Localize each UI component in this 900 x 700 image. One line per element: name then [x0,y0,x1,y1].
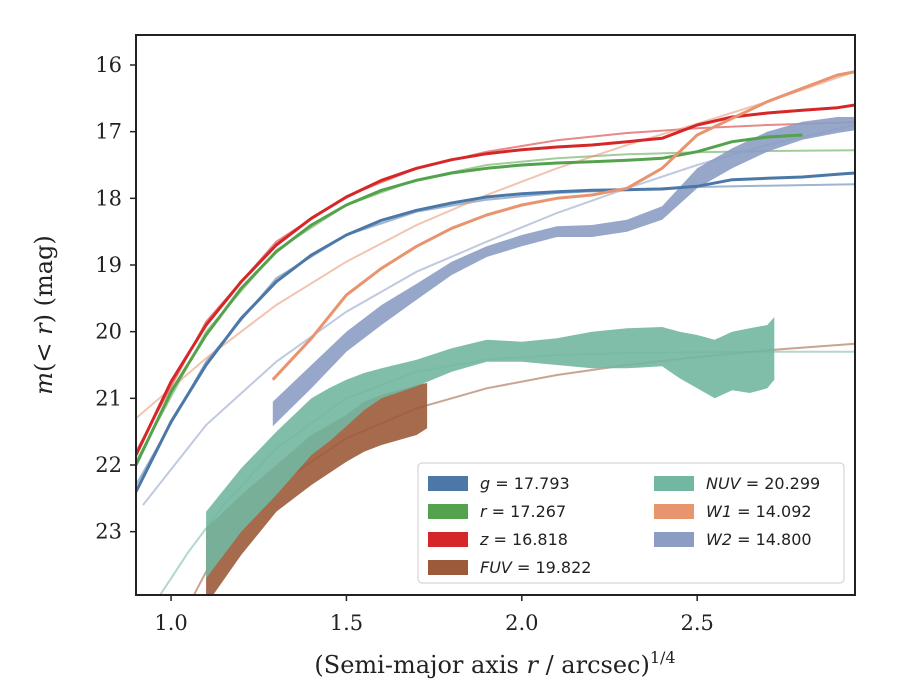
legend-swatch [654,532,694,547]
fit-curve-4 [142,124,855,506]
legend-label: r = 17.267 [480,502,566,521]
legend-swatch [428,532,468,547]
x-tick-label: 2.0 [505,611,538,635]
y-tick-label: 22 [95,453,122,477]
y-tick-label: 21 [95,386,122,410]
y-tick-label: 18 [95,186,122,210]
y-tick-label: 20 [95,320,122,344]
series-r-line [136,133,803,466]
x-axis-title: (Semi-major axis r / arcsec)1/4 [314,648,675,679]
y-axis-title: m(< r) (mag) [30,235,58,395]
legend-swatch [428,504,468,519]
plot-frame [135,34,856,596]
legend-swatch [428,476,468,491]
y-tick-label: 19 [95,253,122,277]
legend-label: FUV = 19.822 [480,558,591,577]
band-series [206,117,855,595]
legend-label: g = 17.793 [480,474,570,493]
x-tick-label: 1.5 [330,611,363,635]
legend-swatch [654,504,694,519]
legend-label: W1 = 14.092 [706,502,812,521]
x-axis-ticks: 1.0 1.5 2.0 2.5 [154,595,714,635]
x-tick-label: 2.5 [680,611,713,635]
legend: g = 17.793 r = 17.267 z = 16.818 FUV = 19.8… [417,462,845,584]
legend-label: z = 16.818 [479,530,568,549]
y-tick-label: 17 [95,120,122,144]
legend-label: NUV = 20.299 [706,474,820,493]
fit-curve-3 [136,70,855,420]
series-g-line [136,171,855,493]
y-axis-ticks: 16 17 18 19 20 21 22 23 [95,53,136,544]
y-tick-label: 16 [95,53,122,77]
legend-label: W2 = 14.800 [706,530,812,549]
series-nuv-band [206,317,775,579]
series-fuv-band [206,383,428,595]
series-w1-line [271,70,855,381]
legend-swatch [428,560,468,575]
legend-swatch [654,476,694,491]
x-tick-label: 1.0 [154,611,187,635]
line-series [136,70,855,493]
y-tick-label: 23 [95,520,122,544]
series-z-line [136,103,855,456]
legend-frame [417,462,845,584]
